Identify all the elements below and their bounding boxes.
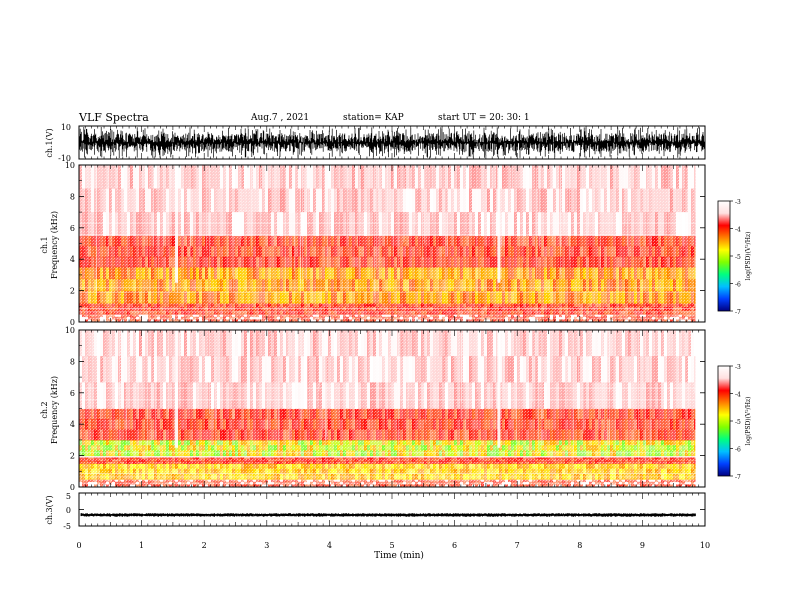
spec2-no-data — [695, 330, 705, 487]
ch2-frequency-ticks: 0 2 4 6 8 10 — [65, 326, 705, 492]
spec1-ytick-label: 0 — [70, 318, 75, 327]
spec2-ytick-label: 4 — [70, 420, 75, 429]
ch3-waveform-ylabel: ch.3(V) — [45, 495, 54, 524]
cb1-tick-label: -5 — [735, 254, 741, 261]
time-axis: 0 1 2 3 4 5 6 7 8 9 10 — [76, 126, 710, 550]
ch1-waveform-panel: 10 -10 ch.1(V) — [45, 123, 706, 163]
cb2-tick-label: -3 — [735, 364, 741, 371]
cb1-bar — [717, 200, 731, 312]
cb2-tick-label: -5 — [735, 419, 741, 426]
ch1-spectrogram-image — [79, 165, 705, 323]
ch1-waveform-ylabel: ch.1(V) — [45, 128, 54, 157]
cb1-tick-label: -3 — [735, 199, 741, 206]
ch3-ytick-mid: 0 — [66, 506, 71, 515]
ch3-ytick-bottom: -5 — [63, 522, 71, 531]
date-label: Aug.7 , 2021 — [251, 113, 310, 123]
spec1-ytick-label: 10 — [65, 161, 75, 170]
cb1-label: log(PSD)(V²/Hz) — [745, 232, 752, 281]
spec1-ytick-label: 6 — [70, 224, 75, 233]
spec2-bright-event — [175, 330, 179, 448]
cb1-tick-label: -4 — [735, 227, 741, 234]
ch1-spectrogram-panel: 0 2 4 6 8 10 ch.1 Frequency (kHz) — [40, 161, 706, 327]
ch1-channel-label: ch.1 — [40, 236, 49, 253]
figure-title: VLF Spectra — [79, 111, 149, 124]
time-tick-label: 6 — [452, 541, 457, 550]
spec2-ytick-label: 0 — [70, 483, 75, 492]
cb2-tick-label: -4 — [735, 392, 741, 399]
ch2-frequency-label: Frequency (kHz) — [50, 376, 59, 444]
spec1-no-data — [695, 165, 705, 322]
cb2-label: log(PSD)(V²/Hz) — [745, 397, 752, 446]
spec2-ytick-label: 2 — [70, 452, 75, 461]
spec1-bright-event — [175, 165, 179, 283]
time-tick-label: 8 — [577, 541, 582, 550]
time-tick-label: 0 — [76, 541, 81, 550]
ch2-channel-label: ch.2 — [40, 401, 49, 418]
spec1-ytick-label: 2 — [70, 287, 75, 296]
cb2-tick-label: -6 — [735, 447, 741, 454]
ch1-frequency-label: Frequency (kHz) — [50, 211, 59, 279]
ch3-waveform-line — [80, 513, 696, 517]
spec2-ytick-label: 8 — [70, 357, 75, 366]
spec1-ytick-label: 8 — [70, 192, 75, 201]
ch2-spectrogram-image — [79, 330, 705, 488]
ch1-frequency-ticks: 0 2 4 6 8 10 — [65, 161, 705, 327]
ch2-colorbar: -3 -4 -5 -6 -7 log(PSD)(V²/Hz) — [717, 364, 752, 481]
time-tick-label: 10 — [700, 541, 710, 550]
time-tick-label: 4 — [327, 541, 332, 550]
ch1-ytick-bottom: -10 — [58, 154, 71, 163]
time-tick-label: 1 — [139, 541, 144, 550]
time-tick-label: 9 — [640, 541, 645, 550]
ch3-waveform-trace — [79, 492, 705, 527]
spec2-bright-event — [497, 330, 501, 448]
ch3-ytick-top: 5 — [66, 492, 71, 501]
cb1-tick-label: -7 — [735, 309, 741, 316]
time-axis-label: Time (min) — [374, 550, 424, 561]
time-tick-label: 7 — [515, 541, 520, 550]
station-label: station= KAP — [343, 113, 404, 123]
ch1-ytick-top: 10 — [61, 123, 71, 132]
start-time-label: start UT = 20: 30: 1 — [438, 113, 530, 123]
spec1-noise-texture — [79, 165, 696, 322]
spec2-ytick-label: 6 — [70, 389, 75, 398]
ch3-waveform-panel: 5 0 -5 ch.3(V) — [45, 492, 706, 531]
ch2-spectrogram-panel: 0 2 4 6 8 10 ch.2 Frequency (kHz) — [40, 326, 706, 492]
spec2-ytick-label: 10 — [65, 326, 75, 335]
time-tick-label: 5 — [389, 541, 394, 550]
spec1-ytick-label: 4 — [70, 255, 75, 264]
time-tick-label: 2 — [202, 541, 207, 550]
ch1-colorbar: -3 -4 -5 -6 -7 log(PSD)(V²/Hz) — [717, 199, 752, 316]
cb2-bar — [717, 365, 731, 477]
cb1-tick-label: -6 — [735, 282, 741, 289]
cb2-tick-label: -7 — [735, 474, 741, 481]
time-tick-label: 3 — [264, 541, 269, 550]
spec1-bright-event — [497, 165, 501, 283]
